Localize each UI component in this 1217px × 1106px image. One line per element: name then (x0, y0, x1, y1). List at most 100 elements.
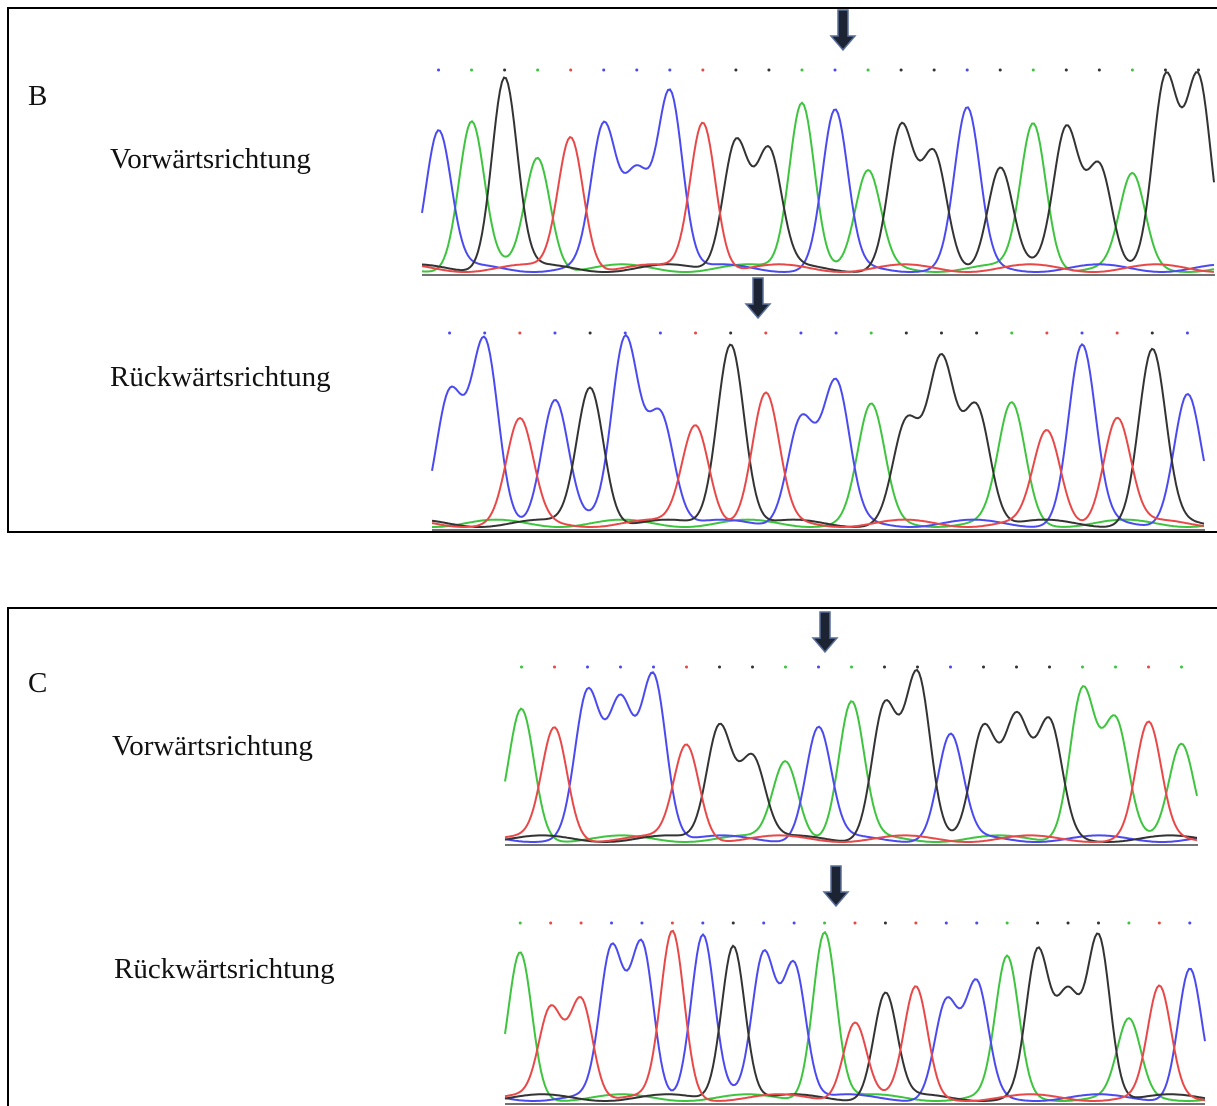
base-call-dot (569, 69, 572, 72)
base-call-dot (949, 666, 952, 669)
base-call-dot (850, 666, 853, 669)
base-call-dot (784, 666, 787, 669)
forward-label: Vorwärtsrichtung (110, 143, 311, 175)
base-call-dot (867, 69, 870, 72)
panel-frame (8, 608, 1217, 1106)
base-call-dot (694, 332, 697, 335)
base-call-dot (764, 332, 767, 335)
base-call-dot (800, 69, 803, 72)
base-call-dot (914, 922, 917, 925)
base-call-dot (834, 69, 837, 72)
trace (422, 72, 1214, 272)
trace (505, 670, 1197, 842)
base-call-dot (933, 69, 936, 72)
base-call-dot (854, 922, 857, 925)
base-call-dot (975, 922, 978, 925)
base-call-dot (437, 69, 440, 72)
base-call-dot (732, 922, 735, 925)
base-call-dot (1127, 922, 1130, 925)
base-call-dot (659, 332, 662, 335)
trace (505, 686, 1197, 842)
base-call-dot (916, 666, 919, 669)
base-call-dot (701, 922, 704, 925)
base-call-dot (1188, 922, 1191, 925)
forward-label: Vorwärtsrichtung (112, 730, 313, 762)
base-call-dot (793, 922, 796, 925)
base-call-dot (483, 332, 486, 335)
base-call-dot (671, 922, 674, 925)
base-call-dot (619, 666, 622, 669)
page: B Vorwärtsrichtung Rückwärtsrichtung C V… (0, 0, 1217, 1106)
base-call-dot (1147, 666, 1150, 669)
trace (432, 335, 1204, 527)
base-call-dot (610, 922, 613, 925)
base-call-dot (900, 69, 903, 72)
reverse-label: Rückwärtsrichtung (114, 953, 335, 985)
base-call-dot (1197, 69, 1200, 72)
base-call-dot (945, 922, 948, 925)
base-call-dot (1151, 332, 1154, 335)
base-call-dot (883, 666, 886, 669)
base-call-dot (982, 666, 985, 669)
base-call-dot (1131, 69, 1134, 72)
base-call-dot (1116, 332, 1119, 335)
base-call-dot (589, 332, 592, 335)
base-call-dot (470, 69, 473, 72)
panel-letter: C (28, 667, 47, 699)
base-call-dot (652, 666, 655, 669)
base-call-dot (1098, 69, 1101, 72)
trace (422, 103, 1214, 272)
base-call-dot (701, 69, 704, 72)
trace (432, 345, 1204, 527)
base-call-dot (1164, 69, 1167, 72)
base-call-dot (729, 332, 732, 335)
base-call-dot (640, 922, 643, 925)
arrow (824, 866, 848, 906)
base-call-dot (999, 69, 1002, 72)
base-call-dot (503, 69, 506, 72)
base-call-dot (799, 332, 802, 335)
base-call-dot (1186, 332, 1189, 335)
base-call-dot (734, 69, 737, 72)
arrow (746, 278, 770, 318)
base-call-dot (520, 666, 523, 669)
base-call-dot (940, 332, 943, 335)
base-call-dot (884, 922, 887, 925)
base-call-dot (823, 922, 826, 925)
base-call-dot (586, 666, 589, 669)
base-call-dot (602, 69, 605, 72)
arrow (831, 10, 855, 50)
base-call-dot (553, 666, 556, 669)
base-call-dot (905, 332, 908, 335)
base-call-dot (1067, 922, 1070, 925)
base-call-dot (1081, 666, 1084, 669)
trace (505, 934, 1205, 1102)
figure: B Vorwärtsrichtung Rückwärtsrichtung C V… (0, 0, 1217, 1106)
trace (505, 935, 1205, 1102)
base-call-dot (1010, 332, 1013, 335)
panel-letter: B (28, 80, 47, 112)
base-call-dot (519, 922, 522, 925)
trace (505, 672, 1197, 842)
trace (422, 89, 1214, 272)
base-call-dot (549, 922, 552, 925)
base-call-dot (1048, 666, 1051, 669)
base-call-dot (668, 69, 671, 72)
base-call-dot (1097, 922, 1100, 925)
trace (505, 931, 1205, 1101)
base-call-dot (685, 666, 688, 669)
base-call-dot (718, 666, 721, 669)
base-call-dot (1045, 332, 1048, 335)
base-call-dot (1015, 666, 1018, 669)
trace (432, 393, 1204, 528)
reverse-label: Rückwärtsrichtung (110, 361, 331, 393)
base-call-dot (536, 69, 539, 72)
base-call-dot (835, 332, 838, 335)
base-call-dot (1032, 69, 1035, 72)
base-call-dot (1180, 666, 1183, 669)
base-call-dot (448, 332, 451, 335)
base-call-dot (518, 332, 521, 335)
base-call-dot (1065, 69, 1068, 72)
base-call-dot (553, 332, 556, 335)
base-call-dot (635, 69, 638, 72)
